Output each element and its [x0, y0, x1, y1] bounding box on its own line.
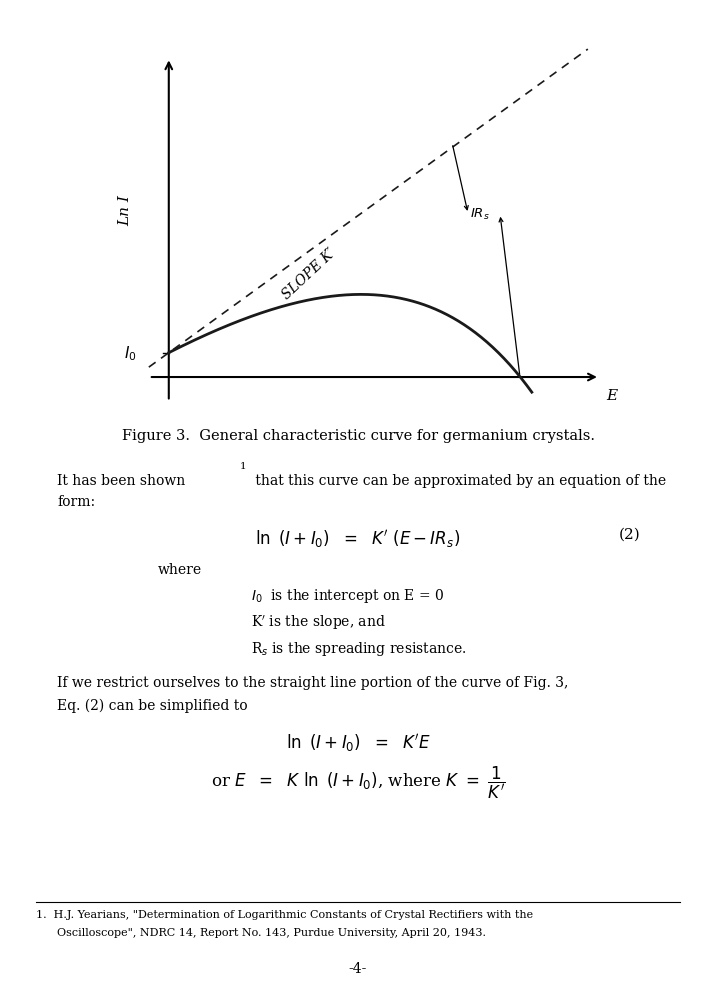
Text: $IR_s$: $IR_s$: [470, 207, 490, 222]
Text: If we restrict ourselves to the straight line portion of the curve of Fig. 3,: If we restrict ourselves to the straight…: [57, 675, 569, 689]
Text: Oscilloscope", NDRC 14, Report No. 143, Purdue University, April 20, 1943.: Oscilloscope", NDRC 14, Report No. 143, …: [57, 927, 486, 937]
Text: -4-: -4-: [349, 961, 367, 975]
Text: Ln I: Ln I: [118, 195, 132, 226]
Text: Figure 3.  General characteristic curve for germanium crystals.: Figure 3. General characteristic curve f…: [122, 429, 594, 443]
Text: $I_0$: $I_0$: [125, 344, 137, 363]
Text: $\ln\ (I+I_0)\ \ =\ \ K^{\prime}E$: $\ln\ (I+I_0)\ \ =\ \ K^{\prime}E$: [286, 732, 430, 753]
Text: Eq. (2) can be simplified to: Eq. (2) can be simplified to: [57, 698, 248, 713]
Text: where: where: [158, 562, 202, 576]
Text: (2): (2): [619, 528, 641, 541]
Text: K$^{\prime}$ is the slope, and: K$^{\prime}$ is the slope, and: [251, 613, 385, 631]
Text: R$_s$ is the spreading resistance.: R$_s$ is the spreading resistance.: [251, 639, 466, 657]
Text: SLOPE K′: SLOPE K′: [279, 246, 338, 302]
Text: or $E\ \ =\ \ K\ \ln\ (I+I_0)$, where $K\ =\ \dfrac{1}{K^{\prime}}$: or $E\ \ =\ \ K\ \ln\ (I+I_0)$, where $K…: [211, 764, 505, 801]
Text: 1.  H.J. Yearians, "Determination of Logarithmic Constants of Crystal Rectifiers: 1. H.J. Yearians, "Determination of Loga…: [36, 909, 533, 919]
Text: $\ln\ (I+I_0)\ \ =\ \ K^{\prime}\ (E-IR_s)$: $\ln\ (I+I_0)\ \ =\ \ K^{\prime}\ (E-IR_…: [256, 528, 460, 549]
Text: form:: form:: [57, 495, 95, 509]
Text: that this curve can be approximated by an equation of the: that this curve can be approximated by a…: [251, 473, 666, 487]
Text: It has been shown: It has been shown: [57, 473, 185, 487]
Text: $I_0$  is the intercept on E = 0: $I_0$ is the intercept on E = 0: [251, 587, 444, 604]
Text: 1: 1: [240, 461, 246, 470]
Text: E: E: [606, 388, 617, 403]
